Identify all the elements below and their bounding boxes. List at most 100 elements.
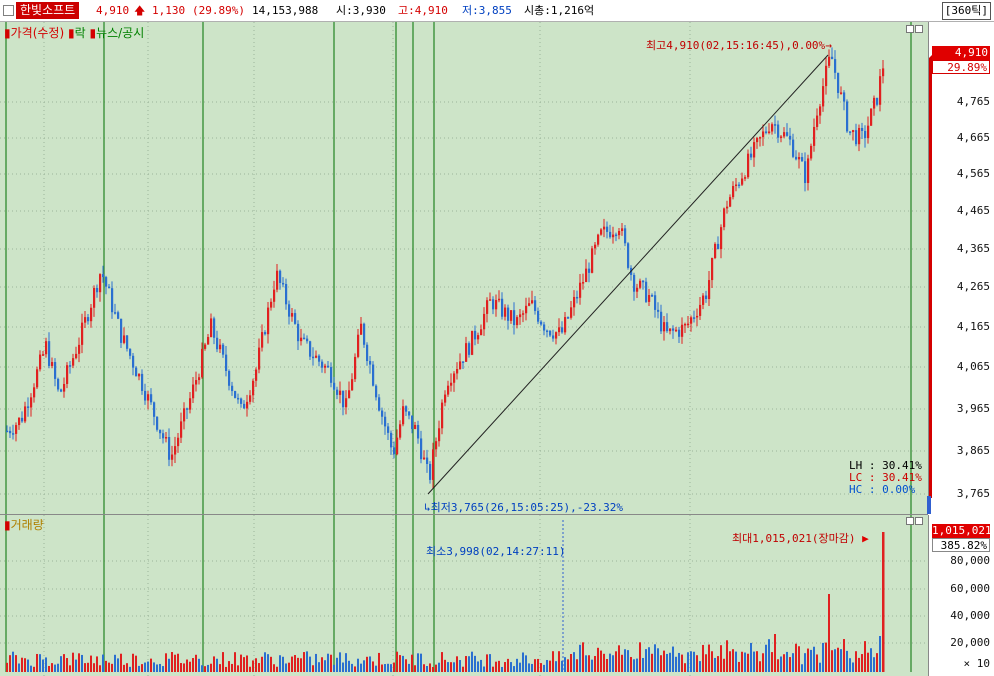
up-arrow-icon: 🡅 [134, 4, 146, 17]
candle-body [759, 137, 762, 139]
volume-bar [300, 658, 302, 672]
tick-interval-button[interactable]: [360틱] [941, 2, 991, 20]
candle-body [378, 397, 381, 411]
candle-body [633, 274, 636, 292]
volume-bar [741, 651, 743, 672]
candle-body [360, 323, 363, 335]
volume-bar [99, 665, 101, 672]
candle-body [261, 332, 264, 348]
candle-body [6, 430, 9, 433]
volume-bar [69, 665, 71, 672]
volume-bar [510, 662, 512, 672]
volume-pane-controls[interactable] [905, 515, 923, 525]
candle-body [762, 131, 765, 138]
candle-body [864, 130, 867, 139]
candle-body [624, 228, 627, 244]
volume-bar [237, 665, 239, 672]
volume-bar [84, 663, 86, 672]
candle-body [399, 424, 402, 438]
volume-bar [165, 653, 167, 672]
candle-body [570, 307, 573, 318]
volume-bar [666, 653, 668, 672]
candle-body [255, 369, 258, 381]
volume-bar [135, 655, 137, 672]
volume-bar [630, 656, 632, 672]
volume-bar [861, 654, 863, 672]
candle-body [87, 317, 90, 322]
volume-bar [798, 646, 800, 672]
volume-chart-pane[interactable] [0, 515, 928, 676]
candle-body [774, 124, 777, 126]
price-chart-pane[interactable] [0, 22, 928, 515]
volume-bar [174, 654, 176, 672]
volume-bar [672, 646, 674, 672]
candle-body [735, 184, 738, 187]
volume-bar [369, 656, 371, 672]
volume-bar [681, 654, 683, 672]
volume-bar [618, 645, 620, 672]
volume-bar [384, 664, 386, 672]
volume-bar [498, 660, 500, 672]
candle-body [858, 127, 861, 145]
candle-body [258, 347, 261, 370]
volume-bar [288, 662, 290, 672]
volume-bar [378, 652, 380, 672]
volume-bar [723, 658, 725, 672]
candle-body [84, 317, 87, 323]
volume-bar [780, 656, 782, 672]
volume-bar [108, 662, 110, 672]
volume-bar [555, 661, 557, 672]
volume-bar [645, 649, 647, 672]
candle-body [246, 401, 249, 409]
volume-bar [402, 655, 404, 672]
candle-body [465, 343, 468, 362]
candle-body [363, 323, 366, 345]
volume-bar [732, 649, 734, 672]
select-checkbox[interactable] [3, 5, 14, 16]
volume-bar [846, 650, 848, 672]
volume-bar [225, 666, 227, 672]
volume-bar [432, 666, 434, 672]
price-axis[interactable] [928, 22, 994, 514]
candle-body [705, 295, 708, 299]
candle-body [105, 277, 108, 287]
candle-body [234, 391, 237, 398]
candle-body [792, 139, 795, 157]
candle-body [651, 295, 654, 297]
candle-body [150, 394, 153, 403]
candle-body [699, 304, 702, 316]
volume-bar [351, 663, 353, 672]
price-legend: ▮가격(수정) ▮락 ▮뉴스/공시 [4, 24, 144, 41]
volume-bar [33, 666, 35, 672]
candle-body [435, 441, 438, 450]
candle-body [456, 369, 459, 374]
candle-body [789, 135, 792, 140]
candle-body [231, 385, 234, 392]
volume-bar [543, 664, 545, 672]
volume-bar [447, 662, 449, 672]
candle-body [21, 417, 24, 422]
candle-body [222, 344, 225, 355]
volume-bar [138, 665, 140, 672]
candle-body [351, 379, 354, 391]
candle-body [468, 343, 471, 355]
candle-body [615, 234, 618, 237]
candle-body [240, 398, 243, 404]
volume-bar [9, 655, 11, 672]
volume-bar [660, 655, 662, 672]
volume-bar [654, 644, 656, 672]
volume-bar [420, 653, 422, 672]
price-pane-controls[interactable] [905, 23, 923, 33]
volume-bar [690, 651, 692, 672]
candle-body [81, 322, 84, 345]
volume-bar [621, 654, 623, 672]
candle-body [108, 286, 111, 289]
volume-bar [261, 656, 263, 672]
volume-bar [777, 659, 779, 672]
volume-bar [240, 654, 242, 672]
volume-bar [117, 658, 119, 672]
candle-body [315, 355, 318, 358]
stock-name[interactable]: 한빛소프트 [16, 2, 80, 19]
volume-bar [435, 664, 437, 672]
candle-body [555, 332, 558, 339]
